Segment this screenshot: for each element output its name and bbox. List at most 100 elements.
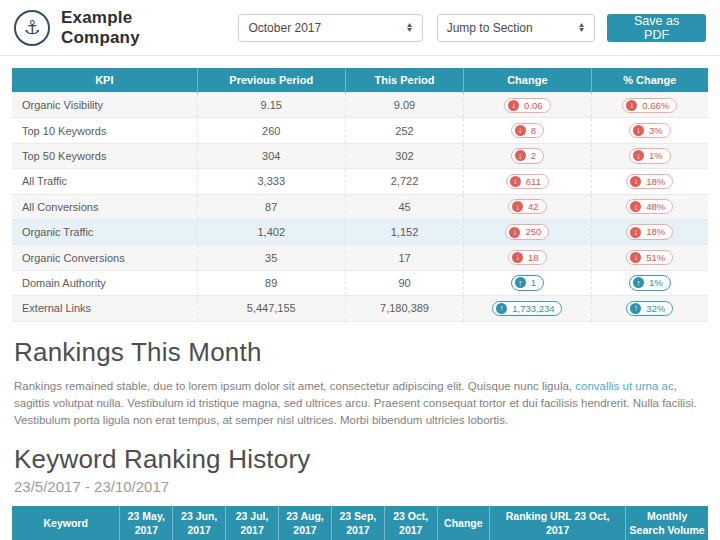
previous-cell: 304 [197, 143, 345, 168]
change-badge: 0.06 [504, 98, 551, 113]
kpi-name-cell: All Traffic [12, 169, 197, 194]
pct-change-badge: 1% [629, 148, 671, 163]
pct-change-cell: 1% [591, 143, 708, 168]
change-badge: 2 [511, 148, 544, 163]
current-cell: 252 [345, 118, 463, 143]
rankings-paragraph: Rankings remained stable, due to lorem i… [14, 378, 706, 430]
current-cell: 45 [345, 194, 463, 219]
previous-cell: 9.15 [197, 93, 345, 118]
current-cell: 17 [345, 245, 463, 270]
trend-arrow-icon [630, 176, 641, 187]
month-select-value: October 2017 [248, 21, 321, 35]
col-header-may: 23 May, 2017 [120, 506, 173, 540]
table-row: Organic Traffic 1,402 1,152 250 18% [12, 219, 708, 244]
trend-arrow-icon [630, 227, 641, 238]
app-header: ⚓ Example Company October 2017 Jump to S… [0, 0, 720, 56]
change-badge: 1,733,234 [492, 301, 562, 316]
kpi-name-cell: Organic Traffic [12, 219, 197, 244]
table-row: All Conversions 87 45 42 48% [12, 194, 708, 219]
change-cell: 2 [464, 143, 591, 168]
date-range: 23/5/2017 - 23/10/2017 [14, 478, 706, 495]
trend-arrow-icon [515, 150, 526, 161]
save-as-pdf-button[interactable]: Save as PDF [607, 14, 706, 42]
change-cell: 0.06 [464, 93, 591, 118]
change-cell: 18 [464, 245, 591, 270]
keyword-ranking-section: Keyword Ranking History 23/5/2017 - 23/1… [0, 444, 720, 495]
pct-change-badge: 51% [626, 250, 673, 265]
previous-cell: 1,402 [197, 219, 345, 244]
anchor-logo-icon: ⚓ [14, 10, 50, 46]
change-cell: 8 [464, 118, 591, 143]
trend-arrow-icon [509, 227, 520, 238]
table-row: External Links 5,447,155 7,180,389 1,733… [12, 296, 708, 321]
rankings-section: Rankings This Month Rankings remained st… [0, 337, 720, 430]
keyword-table: Keyword 23 May, 2017 23 Jun, 2017 23 Jul… [12, 506, 708, 540]
pct-change-cell: 18% [591, 169, 708, 194]
col-header-change: Change [437, 506, 489, 540]
col-header-jun: 23 Jun, 2017 [173, 506, 226, 540]
select-stepper-icon [405, 23, 413, 32]
trend-arrow-icon [633, 125, 644, 136]
trend-arrow-icon [633, 277, 644, 288]
pct-change-badge: 0.66% [622, 98, 677, 113]
kpi-name-cell: Organic Visibility [12, 93, 197, 118]
current-cell: 2,722 [345, 169, 463, 194]
change-badge: 1 [511, 275, 544, 290]
col-header-search-volume: Monthly Search Volume [626, 506, 708, 540]
jump-to-section-select[interactable]: Jump to Section [437, 14, 596, 42]
previous-cell: 260 [197, 118, 345, 143]
col-header-current: This Period [345, 68, 463, 93]
change-badge: 611 [506, 174, 549, 189]
current-cell: 302 [345, 143, 463, 168]
pct-change-badge: 3% [629, 123, 671, 138]
table-row: Organic Visibility 9.15 9.09 0.06 0.66% [12, 93, 708, 118]
col-header-kpi: KPI [12, 68, 197, 93]
trend-arrow-icon [496, 303, 507, 314]
previous-cell: 5,447,155 [197, 296, 345, 321]
kpi-name-cell: Top 10 Keywords [12, 118, 197, 143]
trend-arrow-icon [630, 201, 641, 212]
month-select[interactable]: October 2017 [238, 14, 422, 42]
current-cell: 9.09 [345, 93, 463, 118]
pct-change-badge: 48% [626, 199, 673, 214]
kpi-name-cell: Domain Authority [12, 270, 197, 295]
col-header-jul: 23 Jul, 2017 [226, 506, 279, 540]
pct-change-cell: 32% [591, 296, 708, 321]
table-row: Organic Conversions 35 17 18 51% [12, 245, 708, 270]
col-header-keyword: Keyword [12, 506, 120, 540]
previous-cell: 35 [197, 245, 345, 270]
col-header-sep: 23 Sep, 2017 [331, 506, 384, 540]
current-cell: 90 [345, 270, 463, 295]
company-name: Example Company [61, 8, 214, 48]
pct-change-badge: 18% [626, 224, 673, 239]
change-cell: 1,733,234 [464, 296, 591, 321]
change-cell: 42 [464, 194, 591, 219]
trend-arrow-icon [512, 201, 523, 212]
trend-arrow-icon [515, 277, 526, 288]
change-badge: 250 [505, 224, 549, 239]
change-cell: 1 [464, 270, 591, 295]
pct-change-cell: 3% [591, 118, 708, 143]
current-cell: 1,152 [345, 219, 463, 244]
select-stepper-icon [578, 23, 586, 32]
trend-arrow-icon [512, 252, 523, 263]
pct-change-cell: 18% [591, 219, 708, 244]
change-cell: 611 [464, 169, 591, 194]
trend-arrow-icon [626, 100, 637, 111]
col-header-aug: 23 Aug, 2017 [279, 506, 332, 540]
col-header-previous: Previous Period [197, 68, 345, 93]
trend-arrow-icon [510, 176, 521, 187]
table-row: Domain Authority 89 90 1 1% [12, 270, 708, 295]
previous-cell: 89 [197, 270, 345, 295]
pct-change-badge: 1% [629, 275, 671, 290]
col-header-pct-change: % Change [591, 68, 708, 93]
table-row: Top 50 Keywords 304 302 2 1% [12, 143, 708, 168]
pct-change-cell: 1% [591, 270, 708, 295]
trend-arrow-icon [630, 303, 641, 314]
table-row: All Traffic 3,333 2,722 611 18% [12, 169, 708, 194]
trend-arrow-icon [508, 100, 519, 111]
pct-change-badge: 18% [626, 174, 673, 189]
pct-change-cell: 0.66% [591, 93, 708, 118]
convallis-link[interactable]: convallis ut urna ac [575, 380, 673, 392]
trend-arrow-icon [515, 125, 526, 136]
